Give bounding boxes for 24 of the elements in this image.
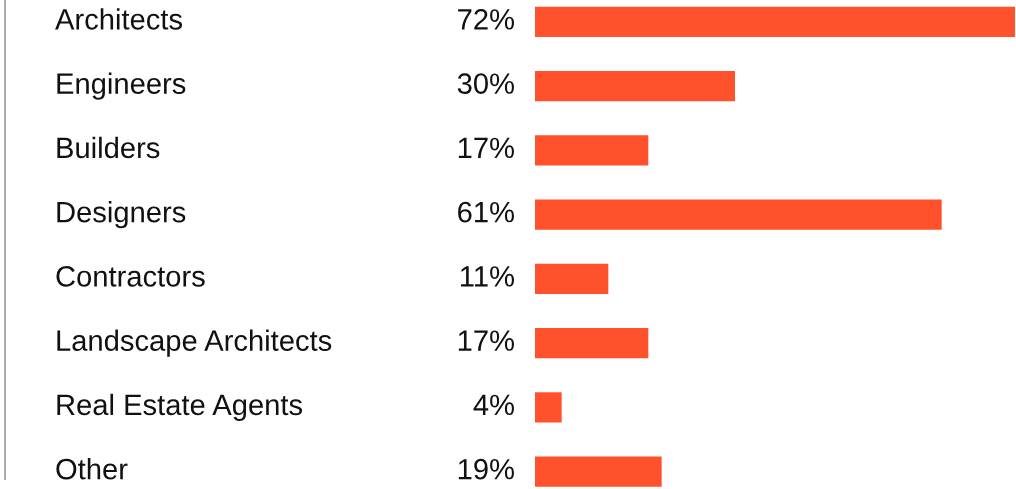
data-label: 17% bbox=[458, 330, 514, 351]
data-label: 4% bbox=[473, 394, 514, 416]
data-label: 11% bbox=[461, 266, 514, 287]
bar bbox=[535, 71, 735, 102]
bar bbox=[535, 456, 662, 487]
y-tick-label: Builders bbox=[57, 136, 160, 159]
y-tick-label: Engineers bbox=[57, 72, 186, 100]
y-tick-label: Designers bbox=[57, 201, 186, 229]
y-tick-label: Real Estate Agents bbox=[57, 393, 303, 421]
data-label: 17% bbox=[458, 137, 514, 159]
data-label: 61% bbox=[458, 201, 514, 223]
data-label: 19% bbox=[458, 458, 514, 480]
y-tick-label: Other bbox=[56, 458, 128, 480]
bar bbox=[535, 135, 649, 166]
bar bbox=[535, 263, 609, 294]
bar bbox=[535, 392, 562, 423]
y-tick-label: Contractors bbox=[56, 266, 205, 287]
y-tick-label: Architects bbox=[55, 8, 182, 30]
bar bbox=[535, 328, 649, 359]
bar bbox=[535, 6, 1015, 37]
bar bbox=[535, 199, 942, 230]
y-tick-label: Landscape Architects bbox=[57, 329, 332, 357]
data-label: 72% bbox=[458, 9, 514, 30]
data-label: 30% bbox=[457, 73, 514, 94]
